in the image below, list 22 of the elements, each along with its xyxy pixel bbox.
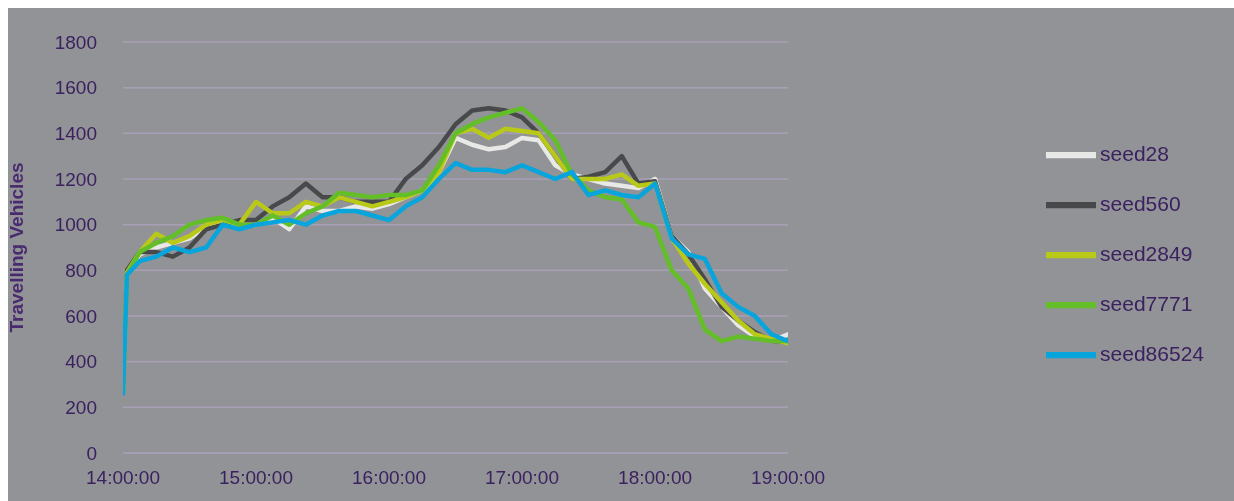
y-tick-label: 200: [65, 397, 97, 419]
x-tick-label: 18:00:00: [618, 467, 693, 489]
y-tick-label: 1600: [54, 77, 97, 99]
legend-label: seed7771: [1100, 291, 1193, 315]
y-tick-label: 1400: [54, 123, 97, 145]
y-tick-label: 1800: [54, 31, 97, 53]
x-tick-label: 16:00:00: [352, 467, 427, 489]
x-tick-label: 19:00:00: [751, 467, 826, 489]
legend-label: seed28: [1100, 141, 1169, 165]
y-tick-label: 400: [65, 351, 97, 373]
legend-label: seed86524: [1100, 341, 1204, 365]
x-tick-label: 15:00:00: [219, 467, 293, 489]
legend-label: seed2849: [1100, 241, 1193, 265]
y-tick-label: 1000: [54, 214, 97, 236]
y-tick-label: 600: [65, 305, 97, 327]
y-tick-label: 800: [65, 260, 97, 282]
y-tick-label: 0: [86, 442, 97, 464]
x-tick-label: 14:00:00: [86, 467, 160, 489]
legend-label: seed560: [1100, 191, 1181, 215]
y-tick-label: 1200: [54, 168, 97, 190]
x-tick-label: 17:00:00: [485, 467, 560, 489]
y-axis-title: Travelling Vehicles: [5, 162, 27, 333]
